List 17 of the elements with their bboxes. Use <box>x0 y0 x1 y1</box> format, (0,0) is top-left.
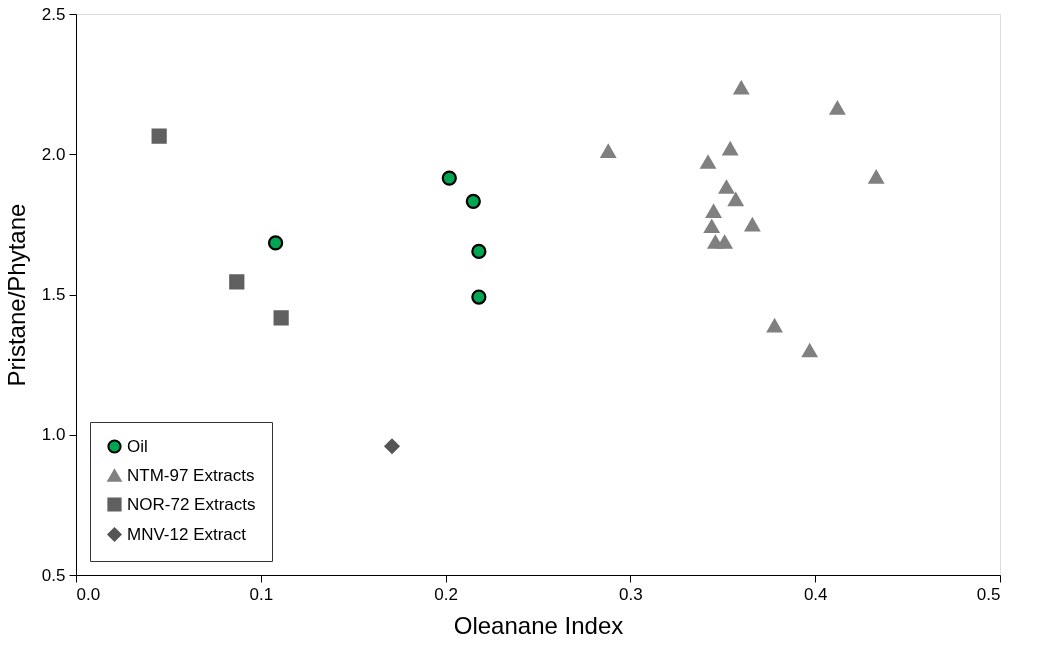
x-tick-label: 0.4 <box>803 584 828 604</box>
x-tick-label: 0.2 <box>434 584 458 604</box>
y-tick-label: 2.0 <box>41 144 66 164</box>
x-tick-label: 0.3 <box>619 584 643 604</box>
y-tick-label: 1.5 <box>41 285 66 304</box>
legend-label: NOR-72 Extracts <box>127 494 256 514</box>
x-tick-label: 0.5 <box>976 584 1001 604</box>
y-tick-label: 1.0 <box>41 425 66 445</box>
y-tick-label: 2.5 <box>41 4 66 24</box>
legend-label: MNV-12 Extract <box>127 524 247 544</box>
y-axis-title: Pristane/Phytane <box>2 203 30 387</box>
y-tick-label: 0.5 <box>41 565 66 585</box>
x-tick-label: 0.0 <box>76 584 101 604</box>
x-axis-title: Oleanane Index <box>453 611 624 639</box>
legend-label: Oil <box>127 436 148 456</box>
legend-label: NTM-97 Extracts <box>127 465 255 485</box>
x-tick-label: 0.1 <box>249 584 274 604</box>
